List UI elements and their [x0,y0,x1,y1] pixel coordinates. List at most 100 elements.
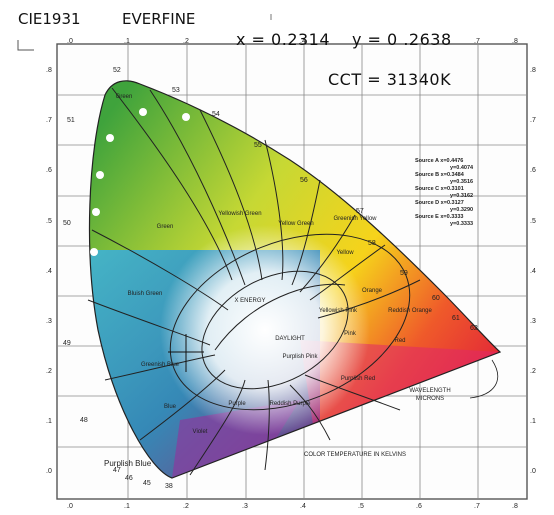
wavelength-label: 58 [368,240,376,247]
wavelength-label: 57 [356,208,364,215]
region-label: Purplish Pink [282,354,318,360]
region-label: Yellow Green [278,221,313,227]
x-tick: .8 [512,503,518,510]
y-tick: .5 [530,218,536,225]
wavelength-label: 47 [113,467,121,474]
x-tick: .7 [474,38,480,45]
region-label: Reddish Orange [388,308,432,314]
x-tick: .1 [124,503,130,510]
y-tick: .2 [530,368,536,375]
wavelength-label: 61 [452,315,460,322]
x-tick: .4 [300,38,306,45]
wavelength-label: 54 [212,111,220,118]
legend-line: y=0.3162 [450,193,473,199]
y-tick: .5 [46,218,52,225]
y-tick: .4 [530,268,536,275]
y-tick: .4 [46,268,52,275]
wavelength-arrow [469,359,499,399]
y-tick: .8 [530,67,536,74]
region-label: X ENERGY [234,298,265,304]
legend-line: y=0.3290 [450,207,473,213]
x-tick: .8 [512,38,518,45]
region-label: Blue [164,404,177,410]
wavelength-label: 49 [63,340,71,347]
wavelength-label: 60 [432,295,440,302]
x-tick: .2 [183,38,189,45]
x-tick: .1 [124,38,130,45]
wavelength-label: 59 [400,270,408,277]
region-label: COLOR TEMPERATURE IN KELVINS [304,452,406,458]
legend-line: Source E x=0.3333 [415,214,463,220]
y-tick: .3 [46,318,52,325]
region-label: Green [157,224,174,230]
y-coordinate-readout: y = 0 .2638 [352,30,452,49]
region-labels: Green Green Yellowish Green Yellow Green… [104,94,451,468]
region-label: Red [394,338,405,344]
region-label: Pink [344,331,357,337]
y-tick: .6 [46,167,52,174]
x-tick: .6 [416,503,422,510]
wavelength-label: 55 [254,142,262,149]
legend-line: y=0.4074 [450,165,474,171]
legend-line: y=0.3333 [450,221,473,227]
x-tick: .0 [67,503,73,510]
wavelength-label: 62 [470,325,478,332]
legend-line: Source A x=0.4476 [415,158,463,164]
wavelength-label: 56 [300,177,308,184]
y-tick: .6 [530,167,536,174]
region-label: WAVELENGTH [409,388,450,394]
legend-line: y=0.3516 [450,179,473,185]
region-label: Purplish Red [341,376,375,382]
y-tick: .7 [46,117,52,124]
y-axis-ticks-left: .8 .7 .6 .5 .4 .3 .2 .1 .0 [46,67,52,475]
region-label: Yellow [336,250,354,256]
legend-line: Source D x=0.3127 [415,200,464,206]
wavelength-label: 51 [67,117,75,124]
x-tick: .0 [67,38,73,45]
standard-label: CIE1931 [18,10,81,28]
y-tick: .1 [46,418,52,425]
region-label: Orange [362,288,383,294]
wavelength-label: 48 [80,417,88,424]
region-label: Green [116,94,133,100]
wavelength-label: 53 [172,87,180,94]
y-tick: .8 [46,67,52,74]
region-label: MICRONS [416,396,444,402]
x-coordinate-readout: x = 0.2314 [236,30,331,49]
y-tick: .0 [46,468,52,475]
spectral-locus-outline [88,80,502,479]
region-label: Purple [228,401,246,407]
x-axis-ticks-bottom: .0 .1 .2 .3 .4 .5 .6 .7 .8 [67,503,518,510]
y-tick: .2 [46,368,52,375]
y-tick: .0 [530,468,536,475]
wavelength-label: 38 [165,483,173,490]
highlight-dots [90,108,190,256]
corner-mark [17,40,34,51]
sources-legend: Source A x=0.4476 y=0.4074 Source B x=0.… [415,158,474,227]
x-tick: .5 [358,503,364,510]
legend-line: Source B x=0.3484 [415,172,465,178]
legend-line: Source C x=0.3101 [415,186,464,192]
y-tick: .1 [530,418,536,425]
wavelength-label: 52 [113,67,121,74]
region-label: Reddish Purple [269,401,311,407]
wavelength-label: 45 [143,480,151,487]
chromaticity-marker [168,334,204,372]
y-axis-ticks-right: .8 .7 .6 .5 .4 .3 .2 .1 .0 [530,67,536,475]
region-label: Yellowish Green [218,211,261,217]
x-tick: .4 [300,503,306,510]
wavelength-label: 50 [63,220,71,227]
x-tick: .2 [183,503,189,510]
y-tick: .7 [530,117,536,124]
region-boundaries [87,87,421,476]
y-tick: .3 [530,318,536,325]
x-axis-ticks-top: .0 .1 .2 .4 .7 .8 [67,38,518,45]
wavelength-label: 46 [125,475,133,482]
region-label: Bluish Green [128,291,163,297]
region-label: Violet [193,429,208,435]
x-tick: .7 [474,503,480,510]
region-label: Greenish Blue [141,362,180,368]
region-label: DAYLIGHT [275,336,305,342]
wavelength-labels: 52 53 54 55 56 57 58 59 60 61 62 51 50 4… [63,67,478,490]
